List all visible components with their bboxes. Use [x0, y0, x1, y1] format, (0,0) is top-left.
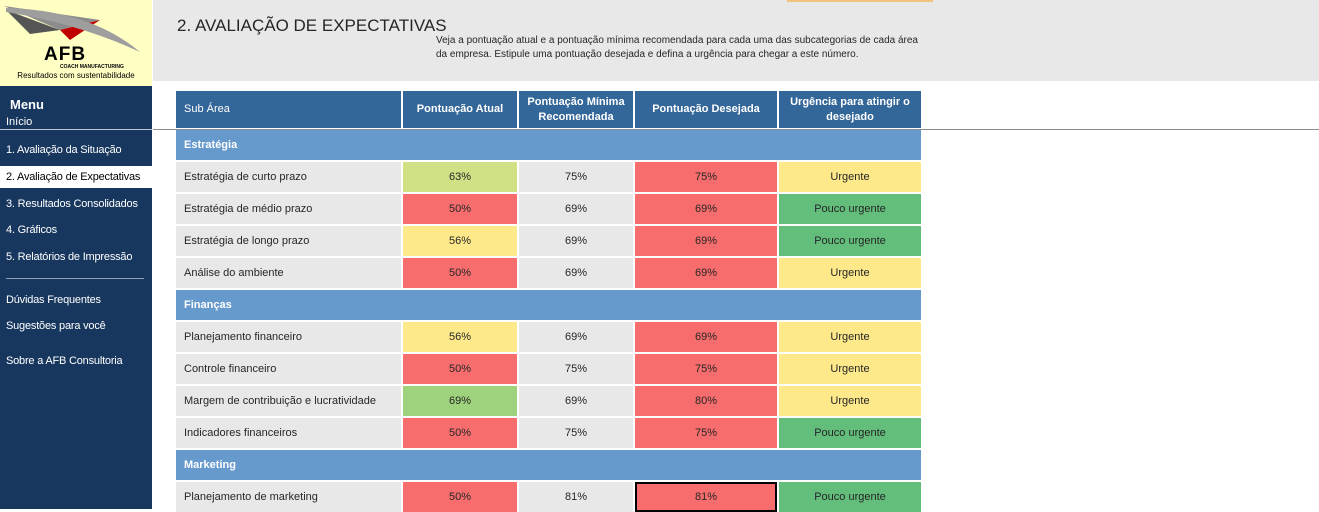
- urgencia-cell[interactable]: Urgente: [779, 354, 921, 384]
- menu-item-resultados-consolidados[interactable]: 3. Resultados Consolidados: [6, 198, 138, 210]
- menu-item-duvidas[interactable]: Dúvidas Frequentes: [6, 294, 101, 306]
- pontuacao-desejada-cell[interactable]: 69%: [635, 226, 777, 256]
- section-header: Finanças: [176, 290, 921, 320]
- sub-area-cell: Controle financeiro: [176, 354, 401, 384]
- sub-area-cell: Margem de contribuição e lucratividade: [176, 386, 401, 416]
- menu-divider: [6, 278, 144, 279]
- pontuacao-desejada-cell[interactable]: 69%: [635, 258, 777, 288]
- page-title: 2. AVALIAÇÃO DE EXPECTATIVAS: [177, 16, 447, 35]
- header-sub-area: Sub Área: [176, 91, 401, 128]
- menu-item-relatorios-impressao[interactable]: 5. Relatórios de Impressão: [6, 251, 133, 263]
- description-line: Veja a pontuação atual e a pontuação mín…: [436, 35, 918, 46]
- urgencia-cell[interactable]: Pouco urgente: [779, 194, 921, 224]
- menu-item-sobre[interactable]: Sobre a AFB Consultoria: [6, 355, 123, 367]
- pontuacao-minima-cell: 75%: [519, 162, 633, 192]
- section-header: Marketing: [176, 450, 921, 480]
- pontuacao-minima-cell: 75%: [519, 354, 633, 384]
- pontuacao-minima-cell: 69%: [519, 322, 633, 352]
- page-description: Veja a pontuação atual e a pontuação mín…: [436, 34, 966, 62]
- logo-sub: COACH MANUFACTURING: [60, 64, 124, 70]
- section-header: Estratégia: [176, 130, 921, 160]
- menu-item-graficos[interactable]: 4. Gráficos: [6, 224, 57, 236]
- pontuacao-desejada-cell[interactable]: 81%: [635, 482, 777, 512]
- sub-area-cell: Estratégia de longo prazo: [176, 226, 401, 256]
- pontuacao-desejada-cell[interactable]: 69%: [635, 194, 777, 224]
- header-pontuacao-atual: Pontuação Atual: [403, 91, 517, 128]
- menu-divider: [0, 129, 152, 130]
- pontuacao-atual-cell: 50%: [403, 258, 517, 288]
- sidebar: AFB COACH MANUFACTURING Resultados com s…: [0, 0, 152, 509]
- pontuacao-atual-cell: 50%: [403, 194, 517, 224]
- sub-area-cell: Estratégia de médio prazo: [176, 194, 401, 224]
- pontuacao-desejada-cell[interactable]: 69%: [635, 322, 777, 352]
- urgencia-cell[interactable]: Urgente: [779, 258, 921, 288]
- sub-area-cell: Estratégia de curto prazo: [176, 162, 401, 192]
- urgencia-cell[interactable]: Urgente: [779, 386, 921, 416]
- logo: AFB COACH MANUFACTURING Resultados com s…: [0, 0, 152, 86]
- header-urgencia: Urgência para atingir o desejado: [779, 91, 921, 128]
- menu-start-link[interactable]: Início: [6, 116, 33, 128]
- urgencia-cell[interactable]: Urgente: [779, 322, 921, 352]
- pontuacao-desejada-cell[interactable]: 75%: [635, 354, 777, 384]
- sub-area-cell: Indicadores financeiros: [176, 418, 401, 448]
- menu-item-avaliacao-situacao[interactable]: 1. Avaliação da Situação: [6, 144, 122, 156]
- pontuacao-atual-cell: 63%: [403, 162, 517, 192]
- pontuacao-desejada-cell[interactable]: 75%: [635, 162, 777, 192]
- sub-area-cell: Planejamento de marketing: [176, 482, 401, 512]
- pontuacao-atual-cell: 56%: [403, 322, 517, 352]
- pontuacao-minima-cell: 69%: [519, 226, 633, 256]
- pontuacao-minima-cell: 69%: [519, 194, 633, 224]
- menu-item-avaliacao-expectativas[interactable]: 2. Avaliação de Expectativas: [0, 166, 152, 188]
- grid-line: [153, 129, 1319, 130]
- pontuacao-minima-cell: 81%: [519, 482, 633, 512]
- pontuacao-atual-cell: 50%: [403, 482, 517, 512]
- pontuacao-atual-cell: 56%: [403, 226, 517, 256]
- urgencia-cell[interactable]: Urgente: [779, 162, 921, 192]
- urgencia-cell[interactable]: Pouco urgente: [779, 226, 921, 256]
- header-pontuacao-desejada: Pontuação Desejada: [635, 91, 777, 128]
- pontuacao-desejada-cell[interactable]: 80%: [635, 386, 777, 416]
- logo-brand: AFB: [44, 44, 87, 65]
- urgencia-cell[interactable]: Pouco urgente: [779, 418, 921, 448]
- pontuacao-atual-cell: 50%: [403, 354, 517, 384]
- description-line: da empresa. Estipule uma pontuação desej…: [436, 49, 859, 60]
- menu-item-sugestoes[interactable]: Sugestões para você: [6, 320, 106, 332]
- pontuacao-atual-cell: 50%: [403, 418, 517, 448]
- page-header: 2. AVALIAÇÃO DE EXPECTATIVAS Veja a pont…: [153, 0, 1319, 81]
- urgencia-cell[interactable]: Pouco urgente: [779, 482, 921, 512]
- logo-tagline: Resultados com sustentabilidade: [17, 71, 135, 80]
- menu-title: Menu: [10, 97, 44, 112]
- header-pontuacao-minima: Pontuação Mínima Recomendada: [519, 91, 633, 128]
- pontuacao-minima-cell: 69%: [519, 258, 633, 288]
- selected-cell-accent: [787, 0, 933, 2]
- logo-swoosh-icon: [4, 6, 140, 52]
- pontuacao-minima-cell: 75%: [519, 418, 633, 448]
- sub-area-cell: Planejamento financeiro: [176, 322, 401, 352]
- pontuacao-desejada-cell[interactable]: 75%: [635, 418, 777, 448]
- pontuacao-minima-cell: 69%: [519, 386, 633, 416]
- pontuacao-atual-cell: 69%: [403, 386, 517, 416]
- sub-area-cell: Análise do ambiente: [176, 258, 401, 288]
